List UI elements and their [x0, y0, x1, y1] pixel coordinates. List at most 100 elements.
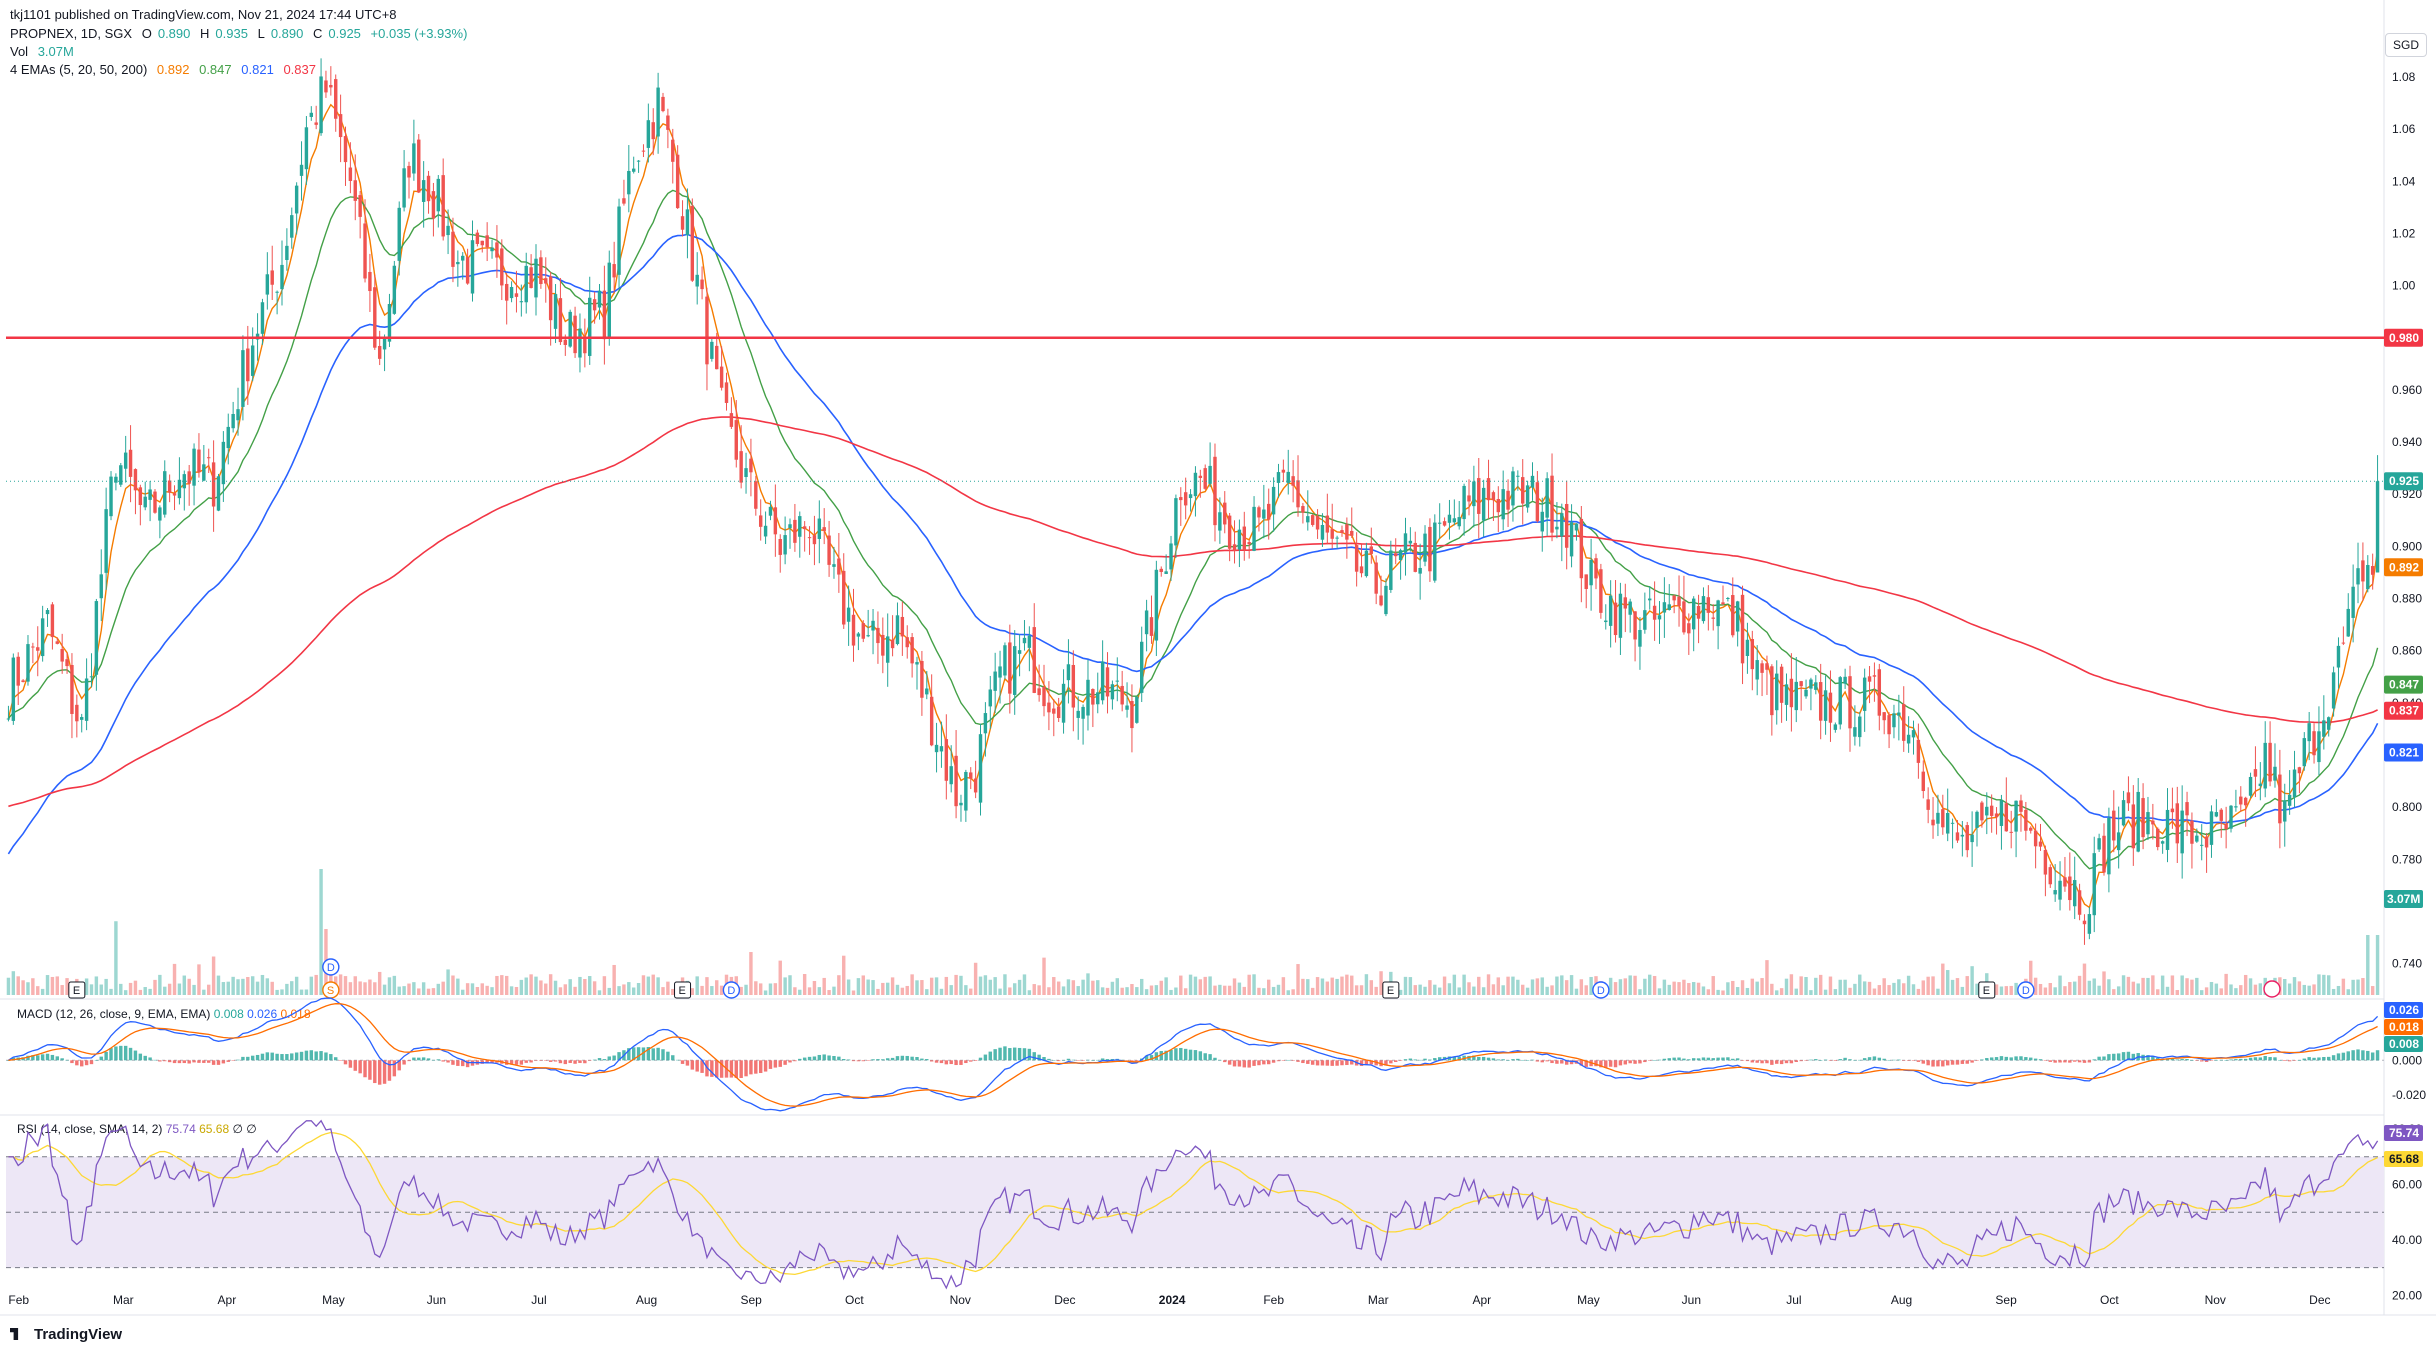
candle-body	[1814, 682, 1818, 690]
ema-label[interactable]: 4 EMAs (5, 20, 50, 200)	[10, 62, 148, 77]
candle-body	[2283, 800, 2287, 822]
candle-body	[2336, 645, 2341, 668]
macd-label-badge	[2384, 1002, 2423, 1018]
volume-bar	[1457, 987, 1461, 995]
volume-bar	[1652, 975, 1657, 995]
macd-histogram-bar	[548, 1060, 553, 1062]
macd-label[interactable]: MACD (12, 26, close, 9, EMA, EMA)	[17, 1007, 211, 1021]
macd-histogram-bar	[573, 1060, 577, 1064]
candle-body	[1735, 601, 1740, 632]
candle-body	[1130, 701, 1134, 729]
macd-histogram-bar	[592, 1059, 597, 1061]
volume-bar	[421, 982, 426, 995]
volume-bar	[456, 978, 460, 995]
candle-body	[2112, 810, 2116, 841]
candle-body	[94, 601, 99, 675]
macd-histogram-bar	[1618, 1060, 1623, 1066]
macd-histogram-bar	[1794, 1060, 1798, 1062]
macd-histogram-bar	[250, 1055, 255, 1061]
macd-histogram-bar	[1970, 1060, 1974, 1063]
volume-bar	[1936, 988, 1940, 995]
volume-bar	[119, 983, 123, 995]
macd-histogram-bar	[993, 1049, 997, 1061]
volume-bar	[163, 986, 167, 995]
currency-button[interactable]: SGD	[2385, 33, 2427, 57]
macd-histogram-bar	[1711, 1058, 1715, 1061]
candle-body	[534, 258, 538, 298]
volume-bar	[2112, 989, 2116, 995]
macd-histogram-bar	[534, 1060, 538, 1061]
volume-bar	[1032, 984, 1036, 995]
volume-bar	[2248, 978, 2253, 995]
volume-bar	[1682, 979, 1686, 995]
volume-bar	[885, 982, 890, 995]
candle-body	[710, 341, 714, 359]
candle-body	[2151, 820, 2155, 825]
volume-bar	[412, 982, 416, 995]
candle-body	[1452, 518, 1457, 523]
volume-bar	[1687, 983, 1691, 995]
macd-histogram-bar	[1955, 1060, 1960, 1065]
candle-body	[1985, 806, 1989, 816]
volume-bar	[934, 977, 939, 995]
volume-bar	[812, 980, 817, 995]
symbol-name[interactable]: PROPNEX, 1D, SGX	[10, 26, 133, 41]
rsi-label-text: 65.68	[2389, 1152, 2419, 1166]
candle-body	[1999, 800, 2004, 826]
macd-histogram-bar	[558, 1060, 563, 1064]
macd-histogram-bar	[1828, 1060, 1833, 1061]
candle-body	[2243, 797, 2248, 806]
candle-body	[983, 713, 988, 734]
macd-histogram-bar	[207, 1060, 211, 1063]
macd-histogram-bar	[123, 1045, 128, 1061]
candle-body	[715, 345, 719, 370]
volume-bar	[40, 988, 45, 995]
candle-body	[1330, 529, 1334, 539]
macd-histogram-bar	[1648, 1060, 1652, 1061]
volume-bar	[426, 988, 431, 995]
macd-histogram-bar	[749, 1060, 753, 1075]
volume-bar	[1008, 987, 1012, 995]
time-tick-label: Nov	[2205, 1293, 2226, 1307]
candle-body	[1076, 710, 1080, 718]
macd-histogram-bar	[544, 1060, 548, 1061]
volume-bar	[1657, 988, 1662, 995]
volume-bar	[2341, 978, 2346, 995]
volume-bar	[544, 983, 548, 995]
macd-histogram-bar	[1662, 1058, 1667, 1061]
volume-label[interactable]: Vol	[10, 44, 29, 59]
volume-bar	[641, 975, 646, 995]
macd-histogram-bar	[1477, 1056, 1481, 1061]
macd-histogram-bar	[1232, 1060, 1237, 1067]
candle-body	[2077, 890, 2082, 915]
candle-body	[1755, 660, 1759, 680]
candle-body	[1149, 617, 1154, 636]
macd-histogram-bar	[1814, 1059, 1818, 1061]
volume-bar	[534, 976, 538, 995]
macd-histogram-bar	[1775, 1060, 1779, 1064]
macd-histogram-bar	[60, 1058, 64, 1061]
volume-bar	[1076, 986, 1080, 995]
volume-bar	[827, 990, 831, 995]
macd-histogram-bar	[671, 1055, 675, 1061]
macd-histogram-bar	[2126, 1051, 2131, 1061]
candle-body	[700, 279, 704, 290]
volume-bar	[788, 975, 792, 995]
candle-body	[1833, 724, 1838, 730]
volume-bar	[1921, 980, 1925, 995]
macd-histogram-bar	[1183, 1048, 1188, 1061]
candle-body	[2048, 867, 2052, 885]
volume-bar	[1086, 973, 1090, 995]
macd-histogram-bar	[167, 1060, 172, 1063]
macd-histogram-bar	[1960, 1060, 1965, 1064]
candle-body	[563, 339, 568, 345]
candle-body	[1858, 716, 1862, 738]
macd-histogram-bar	[40, 1054, 45, 1061]
volume-bar	[138, 989, 143, 995]
candle-body	[1775, 673, 1779, 711]
macd-histogram-bar	[1540, 1060, 1544, 1063]
candle-body	[1154, 569, 1159, 641]
macd-histogram-bar	[1682, 1058, 1686, 1061]
macd-histogram-bar	[363, 1060, 367, 1078]
